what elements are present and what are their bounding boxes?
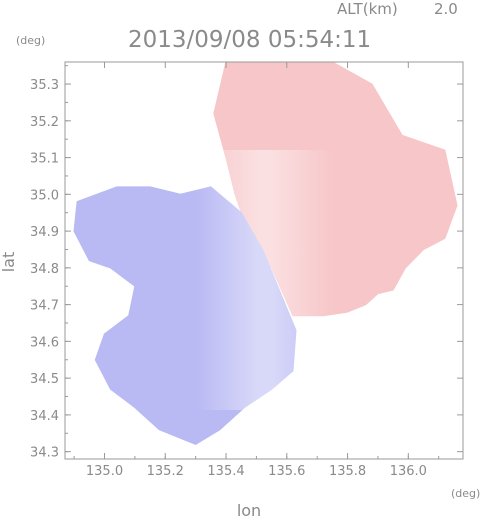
y-tick-label: 34.7 [30,299,59,314]
y-tick-label: 34.8 [30,262,59,277]
y-tick-label: 34.4 [30,409,59,424]
x-tick-label: 136.0 [390,464,427,479]
y-tick-label: 34.9 [30,225,59,240]
x-tick-label: 135.4 [207,464,244,479]
y-tick-label: 35.1 [30,152,59,167]
y-axis-label: lat [0,252,18,273]
x-tick-label: 135.6 [268,464,305,479]
y-tick-label: 34.6 [30,335,59,350]
altitude-label: ALT(km) [337,0,398,18]
x-axis-label: lon [237,501,261,520]
y-tick-label: 34.3 [30,446,59,461]
y-tick-label: 35.2 [30,115,59,130]
altitude-value: 2.0 [434,0,458,18]
shear-zone [195,150,335,410]
y-tick-label: 35.3 [30,78,59,93]
x-unit-label: (deg) [451,487,480,500]
y-tick-label: 34.5 [30,372,59,387]
plot-frame [64,61,464,460]
x-tick-label: 135.0 [86,464,123,479]
x-tick-label: 135.2 [147,464,184,479]
y-tick-label: 35.0 [30,188,59,203]
x-axis: 135.0 135.2 135.4 135.6 135.8 136.0 [73,62,440,479]
y-axis: 34.3 34.4 34.5 34.6 34.7 34.8 34.9 35.0 35.1 35.2… [30,65,463,461]
y-unit-label: (deg) [16,34,45,47]
x-tick-label: 135.8 [329,464,366,479]
timestamp: 2013/09/08 05:54:11 [128,27,371,53]
